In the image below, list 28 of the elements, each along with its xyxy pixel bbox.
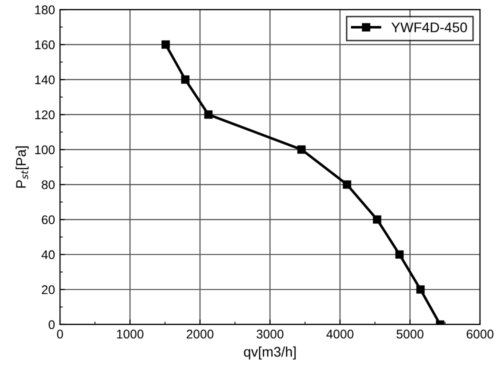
y-axis-title: P$_{st}$[Pa] — [16, 146, 29, 188]
point — [297, 145, 306, 154]
x-axis-title: qv[m3/h] — [244, 346, 296, 360]
y-tick-label: 40 — [42, 250, 55, 260]
x-tick-label: 5000 — [396, 330, 424, 339]
point — [162, 40, 170, 49]
y-tick-label: 140 — [35, 75, 55, 84]
x-tick-label: 1000 — [117, 330, 144, 339]
x-tick-label: 0 — [57, 330, 63, 339]
point — [181, 75, 190, 84]
point — [416, 285, 425, 294]
point — [204, 110, 213, 119]
x-tick-label: 4000 — [326, 330, 354, 339]
x-tick-label: 3000 — [256, 330, 284, 339]
y-tick-label: 20 — [42, 285, 55, 294]
point — [342, 180, 352, 189]
y-tick-label: 160 — [35, 40, 55, 50]
y-tick-label: 0 — [48, 320, 55, 330]
x-tick-label: 2000 — [186, 330, 214, 339]
legend-label: YWF4D-450 — [391, 22, 467, 32]
y-tick-label: 60 — [42, 215, 55, 224]
y-tick-label: 80 — [42, 180, 55, 190]
point — [395, 250, 404, 259]
y-tick-label: 100 — [35, 145, 55, 154]
point — [372, 215, 382, 224]
y-tick-label: 120 — [35, 110, 55, 120]
y-tick-label: 180 — [35, 5, 55, 14]
x-tick-label: 6000 — [466, 330, 494, 339]
